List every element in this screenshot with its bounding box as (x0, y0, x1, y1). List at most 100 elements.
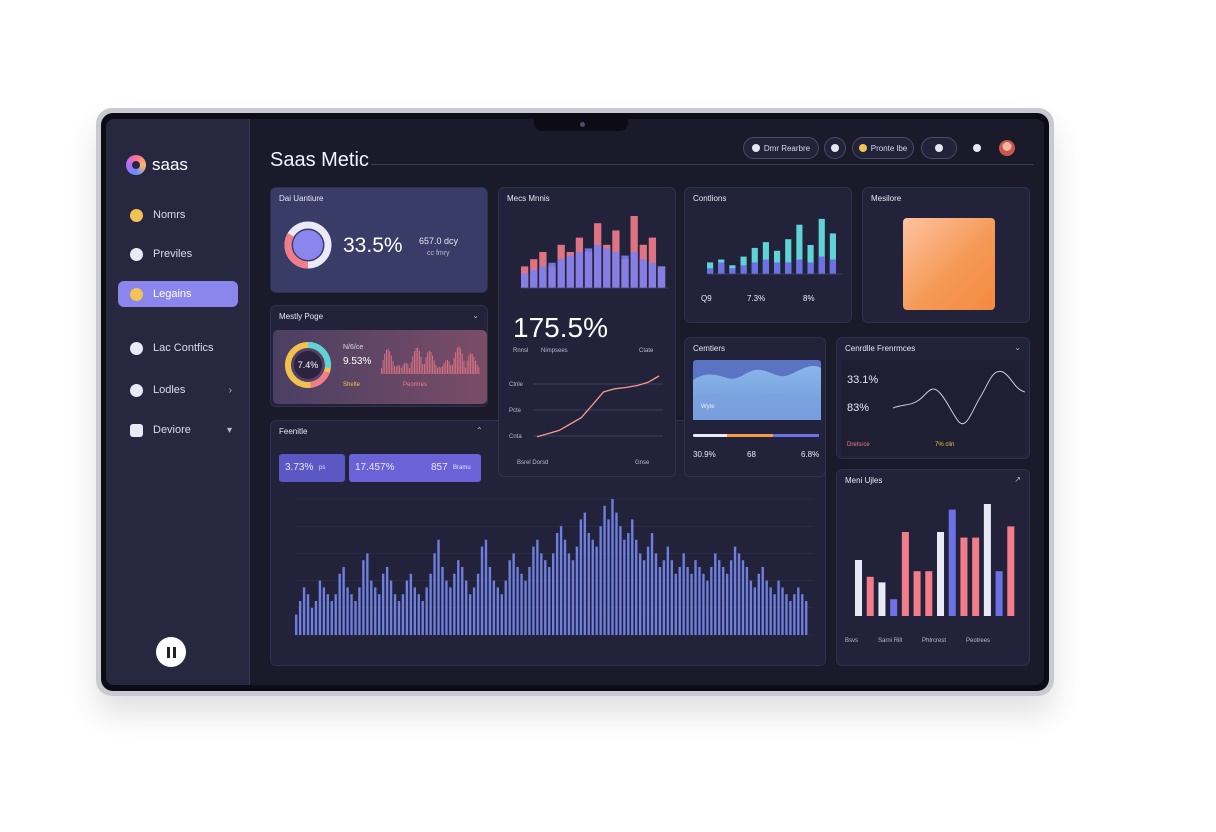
chevron-down-icon[interactable]: ⌄ (1014, 343, 1021, 352)
search-button[interactable]: Dmr Rearbre (743, 137, 819, 159)
card-title: Mecs Mnnis (507, 194, 550, 203)
funnel-bar (670, 560, 673, 635)
mentions-bar (937, 532, 945, 616)
mostly-spark-bar (468, 355, 470, 374)
overview-donut (284, 221, 332, 269)
funnel-bar (536, 539, 539, 635)
funnel-bar (512, 553, 515, 635)
mostly-spark-bar (412, 356, 414, 374)
mostly-spark-bar (422, 364, 424, 374)
main-bar-b (648, 262, 657, 288)
card-title: Mesilore (871, 194, 902, 203)
mostly-spark-bar (437, 367, 438, 374)
mostly-spark-bar (448, 361, 450, 374)
mentions-bar (972, 537, 980, 616)
refresh-button[interactable] (824, 137, 846, 159)
card-title: Mestly Poge (279, 312, 324, 321)
conversions-stat-3: 8% (803, 294, 815, 303)
main-legend-2: Nimpsees (541, 348, 568, 354)
chevron-up-icon[interactable]: ↗ (1014, 475, 1021, 484)
funnel-chip-2[interactable]: 17.457% 857 Bramu (349, 454, 481, 482)
sidebar-item-lac-contfics[interactable]: Lac Contfics (118, 335, 238, 361)
mentions-card: Meni Ujles ↗ Bsvs Sarni Rill Phtrcrest P… (836, 469, 1030, 666)
notifications-button[interactable] (966, 137, 988, 159)
funnel-bar (484, 539, 488, 635)
funnel-bar (504, 580, 507, 635)
funnel-bar (401, 594, 405, 635)
pause-button[interactable] (156, 637, 186, 667)
funnel-bar (686, 567, 689, 635)
profile-button[interactable]: Pronte lbe (852, 137, 914, 159)
mentions-legend-2: Sarni Rill (878, 638, 903, 644)
overview-value: 33.5% (343, 234, 403, 257)
sidebar-item-nomrs[interactable]: Nomrs (118, 202, 238, 228)
funnel-bar (781, 587, 784, 635)
funnels-bar-chart (295, 498, 813, 636)
mostly-spark-bar (405, 362, 407, 374)
sidebar-item-lodles[interactable]: Lodles › (118, 377, 238, 403)
funnel-bar (350, 594, 353, 635)
funnel-bar (524, 580, 527, 635)
mostly-spark-bar (461, 353, 463, 374)
funnel-bar (718, 560, 721, 635)
conversions-bar-a (751, 247, 758, 274)
mentions-legend: Bsvs Sarni Rill Phtrcrest Peotrees (845, 638, 990, 644)
main-metric-value: 175.5% (513, 312, 608, 343)
avatar[interactable] (999, 140, 1015, 156)
main-line-label-1: Ctnle (509, 382, 524, 388)
funnel-bar (662, 560, 666, 635)
funnel-bar (405, 580, 409, 635)
chevron-down-icon[interactable]: ⌄ (472, 311, 479, 320)
overview-card: Dai Uantiure 33.5% 657.0 dcy cc fmry (270, 187, 488, 293)
funnel-bar (544, 560, 547, 635)
sidebar-item-previles[interactable]: Previles (118, 241, 238, 267)
customers-wave-label: Wyte (701, 404, 715, 410)
mostly-spark-bar (456, 347, 458, 374)
funnel-bar (650, 533, 654, 635)
funnel-bar (797, 587, 800, 635)
mostly-spark-bar (397, 364, 399, 374)
main-bar-b (612, 252, 620, 288)
app-logo[interactable]: saas (126, 155, 188, 175)
main-footer-2: Gnse (635, 460, 650, 466)
status-icon (130, 208, 143, 222)
chevron-right-icon: › (228, 384, 232, 396)
funnel-bar (433, 553, 436, 635)
funnel-bar (342, 567, 345, 635)
main-bar-b (539, 266, 547, 288)
customers-card: Cemtiers Wyte (684, 337, 826, 477)
mostly-spark-bar (420, 356, 422, 374)
chevron-up-icon[interactable]: ⌃ (476, 426, 483, 435)
funnel-bar (793, 594, 796, 635)
funnel-bar (465, 580, 468, 635)
sidebar-item-deviore[interactable]: Deviore ▾ (118, 417, 238, 443)
funnel-bar (552, 553, 555, 635)
funnel-bar (362, 560, 365, 635)
sidebar-item-label: Nomrs (153, 209, 186, 221)
mostly-spark-bar (435, 364, 437, 374)
funnel-bar (599, 526, 602, 635)
funnel-bar (429, 573, 432, 635)
funnel-bar (314, 601, 318, 635)
main-bar-b (548, 262, 556, 288)
mostly-spark-bar (389, 351, 391, 374)
mostly-spark-bar (430, 352, 432, 374)
funnel-bar (619, 526, 622, 635)
funnel-bar (322, 587, 326, 635)
funnel-bar (646, 546, 650, 635)
mobile-preview-image (903, 218, 995, 310)
mentions-bar-chart (855, 504, 1015, 616)
mentions-bar (878, 582, 886, 616)
mostly-donut: 7.4% (285, 342, 331, 388)
mostly-card: Mestly Poge ⌄ 7.4% N/6/ce 9.53% Shelte P… (270, 305, 488, 407)
funnel-bar (468, 594, 472, 635)
funnel-bar (638, 553, 642, 635)
conversions-bar-b (818, 256, 825, 274)
funnel-chip-1[interactable]: 3.73% ps (279, 454, 345, 482)
mostly-spark-bar (428, 350, 430, 374)
funnel-bar (528, 567, 531, 635)
conversions-bar-b (718, 262, 725, 274)
user-button[interactable] (921, 137, 957, 159)
sidebar-item-legains[interactable]: Legains (118, 281, 238, 307)
funnel-bar (607, 519, 610, 635)
